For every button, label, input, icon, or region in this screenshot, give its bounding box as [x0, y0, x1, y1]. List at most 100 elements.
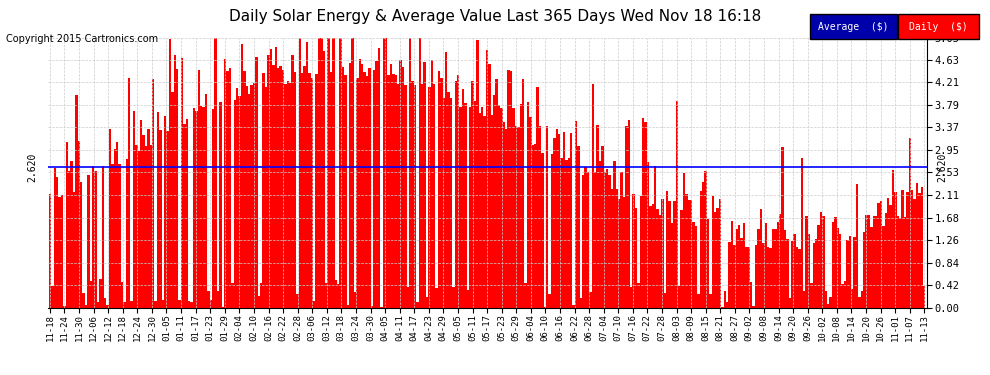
Bar [476, 40, 479, 308]
Bar [680, 210, 683, 308]
Bar [759, 209, 762, 308]
Text: Daily  ($): Daily ($) [909, 22, 968, 32]
Bar [457, 75, 459, 308]
Bar [452, 287, 454, 308]
Bar [539, 126, 542, 308]
Bar [707, 219, 709, 308]
Bar [89, 281, 92, 308]
Bar [877, 203, 880, 308]
Bar [426, 297, 429, 307]
Bar [320, 38, 323, 308]
Bar [68, 171, 70, 308]
Bar [55, 177, 58, 308]
Bar [858, 297, 860, 307]
Bar [875, 216, 877, 308]
Bar [340, 38, 342, 308]
Bar [692, 222, 695, 308]
Bar [325, 284, 328, 308]
Bar [630, 288, 633, 308]
Bar [796, 247, 798, 308]
Bar [705, 171, 707, 308]
Bar [542, 153, 544, 308]
Bar [188, 301, 190, 307]
Bar [570, 133, 572, 308]
Bar [219, 102, 222, 308]
Bar [921, 188, 923, 308]
Bar [156, 112, 159, 308]
Bar [303, 66, 306, 308]
Bar [143, 135, 145, 308]
Bar [599, 160, 601, 308]
Bar [419, 38, 421, 308]
Bar [592, 84, 594, 308]
Bar [246, 86, 248, 308]
Bar [116, 142, 119, 308]
Bar [149, 146, 152, 308]
Bar [111, 164, 114, 308]
Bar [85, 306, 87, 308]
Bar [416, 302, 419, 307]
Bar [582, 176, 584, 308]
Bar [154, 301, 156, 307]
Bar [284, 84, 286, 308]
Bar [479, 113, 481, 308]
Bar [133, 111, 136, 308]
Bar [545, 126, 548, 308]
Bar [729, 242, 731, 308]
Bar [683, 173, 685, 308]
Bar [51, 286, 53, 308]
Bar [361, 64, 363, 308]
Bar [565, 160, 567, 308]
Bar [851, 289, 853, 308]
Bar [553, 138, 555, 308]
Bar [810, 283, 813, 308]
Bar [870, 227, 872, 308]
Bar [390, 64, 392, 308]
Bar [666, 191, 668, 308]
Bar [72, 192, 75, 308]
Bar [906, 192, 909, 308]
Bar [313, 301, 316, 307]
Bar [872, 216, 875, 308]
Bar [671, 223, 673, 308]
Bar [373, 69, 375, 308]
Bar [757, 229, 759, 308]
Bar [673, 201, 675, 308]
Bar [409, 38, 412, 308]
Bar [747, 247, 750, 308]
Bar [503, 123, 505, 308]
Bar [635, 208, 638, 308]
Bar [330, 72, 333, 308]
Bar [911, 190, 914, 308]
Bar [77, 141, 80, 308]
Bar [234, 100, 236, 308]
Bar [337, 284, 340, 308]
Bar [745, 247, 747, 308]
Bar [839, 234, 842, 308]
Bar [412, 81, 414, 308]
Bar [368, 68, 370, 308]
Bar [333, 38, 335, 308]
Bar [611, 189, 613, 308]
Bar [161, 300, 164, 307]
Bar [345, 75, 346, 308]
Bar [123, 302, 126, 307]
Bar [159, 130, 161, 308]
Bar [152, 79, 154, 308]
Bar [628, 120, 630, 308]
Bar [63, 306, 65, 308]
Bar [695, 226, 697, 308]
Bar [623, 196, 626, 308]
Bar [429, 87, 431, 308]
Bar [774, 229, 776, 308]
Bar [596, 125, 599, 308]
Bar [510, 71, 512, 308]
Bar [402, 67, 404, 308]
Bar [436, 288, 438, 308]
Bar [815, 239, 818, 308]
Bar [308, 73, 311, 308]
Bar [166, 131, 169, 308]
Bar [633, 194, 635, 308]
Bar [656, 209, 658, 308]
Text: 2.620: 2.620 [28, 152, 38, 182]
